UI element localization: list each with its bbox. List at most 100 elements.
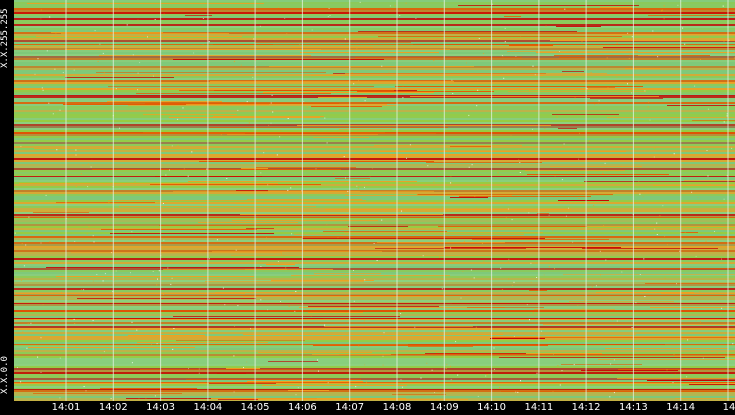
heatmap-cell — [723, 198, 725, 200]
heatmap-cell — [152, 271, 154, 272]
heatmap-cell — [483, 260, 485, 262]
heatmap-cell — [614, 38, 616, 40]
heatmap-cell — [97, 60, 99, 62]
heatmap-streak — [689, 384, 735, 385]
heatmap-cell — [721, 307, 723, 309]
heatmap-row-band — [14, 240, 735, 242]
heatmap-cell — [485, 375, 487, 377]
heatmap-row-band — [14, 396, 735, 398]
heatmap-cell — [548, 266, 550, 268]
heatmap-row-band — [14, 358, 735, 360]
heatmap-streak — [210, 81, 454, 82]
heatmap-row-band — [14, 76, 735, 78]
heatmap-cell — [291, 292, 293, 294]
heatmap-row-band — [14, 286, 735, 288]
heatmap-row-band — [14, 256, 735, 258]
heatmap-cell — [699, 321, 701, 323]
heatmap-cell — [388, 71, 390, 73]
heatmap-cell — [40, 9, 42, 11]
heatmap-cell — [17, 367, 18, 369]
heatmap-strong-row — [14, 217, 735, 218]
heatmap-row-band — [14, 28, 735, 30]
heatmap-cell — [719, 202, 721, 204]
heatmap-cell — [137, 89, 139, 91]
heatmap-cell — [726, 113, 728, 115]
heatmap-row-band — [14, 248, 735, 250]
heatmap-row-band — [14, 348, 735, 350]
heatmap-strong-row — [14, 310, 735, 312]
heatmap-cell — [409, 144, 411, 146]
heatmap-streak — [355, 157, 404, 158]
heatmap-cell — [716, 352, 718, 354]
heatmap-cell — [582, 307, 584, 309]
heatmap-cell — [216, 239, 218, 241]
heatmap-streak — [357, 91, 494, 92]
heatmap-streak — [313, 137, 369, 138]
heatmap-cell — [672, 382, 674, 384]
heatmap-streak — [314, 273, 381, 274]
heatmap-cell — [508, 278, 510, 280]
heatmap-cell — [626, 253, 628, 255]
heatmap-cell — [119, 127, 120, 129]
heatmap-cell — [519, 172, 521, 173]
heatmap-cell — [591, 286, 593, 288]
heatmap-cell — [200, 22, 202, 24]
heatmap-cell — [536, 372, 538, 374]
heatmap-cell — [586, 238, 588, 240]
heatmap-cell — [137, 72, 139, 74]
heatmap-cell — [436, 351, 438, 353]
heatmap-cell — [624, 260, 626, 262]
heatmap-cell — [505, 217, 507, 219]
heatmap-cell — [501, 289, 503, 291]
heatmap-cell — [684, 231, 686, 233]
heatmap-cell — [198, 368, 200, 370]
heatmap-cell — [707, 175, 709, 177]
heatmap-streak — [459, 196, 591, 197]
heatmap-streak — [339, 354, 553, 355]
heatmap-cell — [42, 304, 44, 306]
heatmap-cell — [171, 277, 173, 279]
heatmap-streak — [46, 267, 299, 268]
heatmap-cell — [519, 162, 521, 163]
heatmap-cell — [513, 281, 515, 283]
heatmap-cell — [59, 357, 61, 359]
heatmap-streak — [472, 239, 609, 240]
heatmap-cell — [83, 289, 85, 291]
heatmap-cell — [732, 31, 734, 33]
heatmap-row-band — [14, 46, 735, 48]
heatmap-row-band — [14, 152, 735, 154]
heatmap-row-band — [14, 110, 735, 112]
heatmap-cell — [676, 283, 677, 285]
heatmap-cell — [158, 270, 160, 272]
heatmap-cell — [705, 74, 707, 76]
heatmap-cell — [476, 151, 478, 153]
heatmap-cell — [110, 252, 112, 254]
heatmap-streak — [236, 190, 268, 191]
heatmap-cell — [42, 89, 44, 91]
heatmap-streak — [600, 34, 735, 35]
heatmap-cell — [162, 203, 164, 204]
heatmap-row-band — [14, 266, 735, 268]
heatmap-row-band — [14, 34, 735, 36]
heatmap-cell — [359, 375, 361, 377]
heatmap-cell — [402, 386, 403, 388]
heatmap-cell — [588, 140, 590, 142]
heatmap-cell — [621, 271, 623, 273]
heatmap-streak — [490, 338, 545, 339]
heatmap-streak — [150, 184, 321, 185]
heatmap-cell — [486, 374, 488, 376]
heatmap-cell — [687, 339, 689, 341]
heatmap-cell — [726, 115, 728, 117]
heatmap-strong-row — [14, 44, 735, 45]
heatmap-cell — [237, 109, 239, 111]
heatmap-cell — [450, 379, 452, 381]
heatmap-cell — [222, 287, 224, 289]
heatmap-cell — [108, 202, 110, 204]
heatmap-cell — [686, 376, 688, 378]
heatmap-cell — [283, 255, 285, 257]
x-tick-label: 14:02 — [98, 402, 128, 413]
heatmap-cell — [20, 145, 22, 147]
heatmap-cell — [353, 270, 354, 271]
heatmap-cell — [359, 1, 361, 3]
heatmap-cell — [543, 274, 545, 276]
